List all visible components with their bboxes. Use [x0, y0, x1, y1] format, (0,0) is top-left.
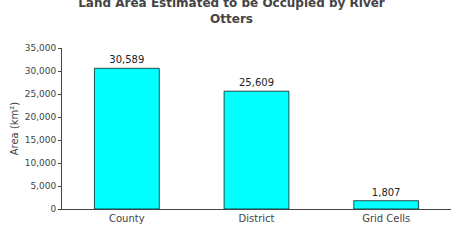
svg-text:Grid Cells: Grid Cells: [362, 213, 410, 224]
svg-text:35,000: 35,000: [25, 43, 57, 53]
svg-text:25,000: 25,000: [25, 89, 57, 99]
svg-text:25,609: 25,609: [239, 77, 274, 88]
svg-text:1,807: 1,807: [372, 187, 401, 198]
svg-text:5,000: 5,000: [30, 181, 56, 191]
svg-text:30,000: 30,000: [25, 66, 57, 76]
svg-text:10,000: 10,000: [25, 158, 57, 168]
svg-text:15,000: 15,000: [25, 135, 57, 145]
svg-text:Area (km²): Area (km²): [9, 102, 20, 156]
svg-text:20,000: 20,000: [25, 112, 57, 122]
svg-text:Land Area Estimated to be Occu: Land Area Estimated to be Occupied by Ri…: [78, 0, 385, 26]
svg-text:County: County: [109, 213, 145, 224]
svg-text:30,589: 30,589: [109, 54, 144, 65]
svg-text:0: 0: [50, 204, 56, 214]
svg-text:District: District: [239, 213, 275, 224]
